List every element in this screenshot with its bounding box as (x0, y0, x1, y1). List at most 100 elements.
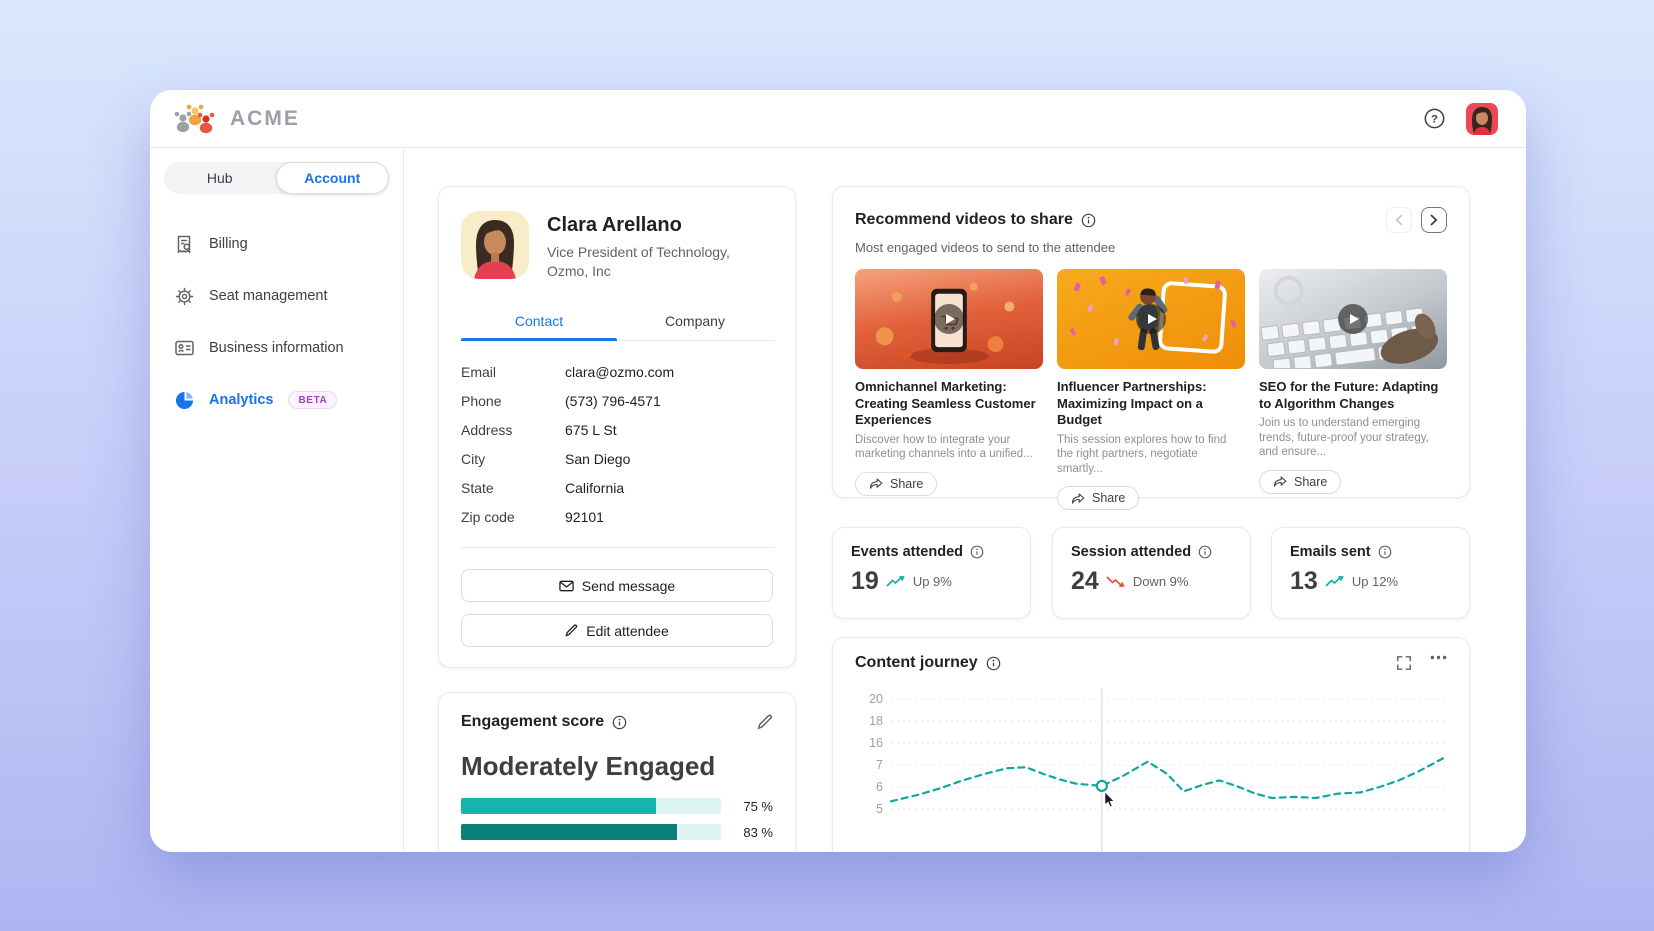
sidebar: Hub Account Billing (150, 148, 404, 852)
more-options-icon[interactable] (1430, 655, 1447, 671)
brand: ACME (172, 101, 300, 137)
carousel-prev-icon[interactable] (1386, 207, 1412, 233)
info-icon[interactable] (986, 656, 1001, 671)
app-header: ACME ? (150, 90, 1526, 148)
video-thumbnail[interactable] (855, 269, 1043, 369)
share-icon (870, 478, 883, 489)
attendee-profile-card: Clara Arellano Vice President of Technol… (438, 186, 796, 668)
info-icon[interactable] (1198, 545, 1212, 559)
stat-value: 24 (1071, 567, 1099, 595)
profile-header: Clara Arellano Vice President of Technol… (461, 211, 773, 281)
sidebar-menu: Billing Seat management (164, 218, 389, 426)
play-icon[interactable] (1136, 304, 1166, 334)
brand-name: ACME (230, 106, 300, 130)
field-value: California (565, 479, 625, 496)
acme-logo-icon (174, 104, 215, 133)
share-button[interactable]: Share (855, 471, 938, 496)
stat-trend-label: Up 12% (1351, 574, 1399, 589)
content-journey-chart[interactable]: 20 18 16 7 6 5 (855, 686, 1449, 852)
stat-label: Events attended (851, 544, 963, 560)
field-state: State California (461, 473, 773, 502)
video-title[interactable]: SEO for the Future: Adapting to Algorith… (1259, 379, 1439, 411)
user-avatar[interactable] (1466, 102, 1498, 135)
field-phone: Phone (573) 796-4571 (461, 386, 773, 415)
info-icon[interactable] (612, 715, 627, 730)
engagement-score-title: Engagement score (461, 713, 605, 730)
stat-trend-label: Down 9% (1132, 574, 1189, 589)
engagement-bar-row: 75 % (461, 798, 773, 814)
videos-title: Recommend videos to share (855, 211, 1073, 228)
engagement-score-card: Engagement score Moderately Engaged 75 % (438, 692, 796, 852)
play-icon[interactable] (1338, 304, 1368, 334)
emails-sent-card: Emails sent 13 Up 12% (1271, 527, 1470, 619)
sidebar-item-analytics[interactable]: Analytics BETA (164, 374, 389, 426)
engagement-bar-track (461, 798, 721, 814)
play-icon[interactable] (934, 304, 964, 334)
share-button[interactable]: Share (1259, 469, 1342, 494)
send-message-button[interactable]: Send message (461, 569, 773, 602)
info-icon[interactable] (1081, 213, 1096, 228)
fullscreen-icon[interactable] (1396, 655, 1412, 671)
pencil-icon (565, 624, 578, 637)
tab-company[interactable]: Company (617, 305, 773, 340)
share-label: Share (890, 476, 924, 491)
share-icon (1072, 493, 1085, 504)
trend-down-icon (1106, 575, 1126, 588)
video-description: Join us to understand emerging trends, f… (1259, 417, 1429, 458)
field-label: Phone (461, 392, 502, 409)
video-title[interactable]: Omnichannel Marketing: Creating Seamless… (855, 379, 1036, 427)
attendee-role-line1: Vice President of Technology, (547, 244, 730, 260)
gear-icon (174, 286, 194, 306)
trend-up-icon (1325, 575, 1345, 588)
recommend-videos-card: Recommend videos to share Most engaged v… (832, 186, 1470, 510)
field-label: State (461, 479, 494, 496)
contact-fields: Email clara@ozmo.com Phone (573) 796-457… (461, 357, 773, 531)
video-thumbnail[interactable] (1259, 269, 1447, 369)
svg-text:6: 6 (876, 780, 883, 794)
field-city: City San Diego (461, 444, 773, 473)
video-thumbnail[interactable] (1057, 269, 1245, 369)
svg-text:7: 7 (876, 758, 883, 772)
beta-badge: BETA (288, 391, 338, 409)
engagement-bar-track (461, 824, 721, 840)
session-attended-card: Session attended 24 Down 9% (1052, 527, 1251, 619)
stat-trend-label: Up 9% (912, 574, 952, 589)
tab-account[interactable]: Account (275, 162, 389, 194)
video-title[interactable]: Influencer Partnerships: Maximizing Impa… (1057, 379, 1207, 427)
sidebar-item-label: Business information (209, 340, 344, 356)
info-icon[interactable] (1378, 545, 1392, 559)
content-journey-card: Content journey 20 18 16 7 6 (832, 637, 1470, 852)
info-icon[interactable] (970, 545, 984, 559)
envelope-icon (559, 580, 574, 591)
divider (461, 547, 773, 548)
video-card-omnichannel: Omnichannel Marketing: Creating Seamless… (855, 269, 1043, 510)
svg-text:?: ? (1431, 114, 1438, 126)
help-icon[interactable]: ? (1422, 107, 1446, 131)
edit-engagement-icon[interactable] (757, 714, 773, 730)
attendee-role: Vice President of Technology, Ozmo, Inc (547, 243, 730, 281)
sidebar-item-label: Seat management (209, 288, 328, 304)
field-label: Address (461, 421, 513, 438)
field-value: clara@ozmo.com (565, 363, 675, 380)
share-button[interactable]: Share (1057, 486, 1140, 510)
share-label: Share (1294, 474, 1328, 489)
attendee-company: Ozmo, Inc (547, 263, 611, 279)
engagement-bar-value: 83 % (743, 824, 773, 840)
video-description: Discover how to integrate your marketing… (855, 433, 1033, 461)
share-icon (1274, 476, 1287, 487)
carousel-next-icon[interactable] (1421, 207, 1447, 233)
app-window: ACME ? Hub Account (150, 90, 1526, 852)
tab-hub[interactable]: Hub (164, 162, 276, 194)
events-attended-card: Events attended 19 Up 9% (832, 527, 1031, 619)
stat-value: 19 (851, 567, 879, 595)
sidebar-item-business-information[interactable]: Business information (164, 322, 389, 374)
tab-contact[interactable]: Contact (461, 305, 617, 341)
sidebar-item-billing[interactable]: Billing (164, 218, 389, 270)
video-list: Omnichannel Marketing: Creating Seamless… (855, 269, 1447, 510)
svg-text:20: 20 (869, 692, 883, 706)
video-description: This session explores how to find the ri… (1057, 433, 1227, 475)
receipt-icon (174, 234, 194, 254)
edit-attendee-button[interactable]: Edit attendee (461, 614, 773, 647)
header-actions: ? (1422, 102, 1498, 135)
sidebar-item-seat-management[interactable]: Seat management (164, 270, 389, 322)
